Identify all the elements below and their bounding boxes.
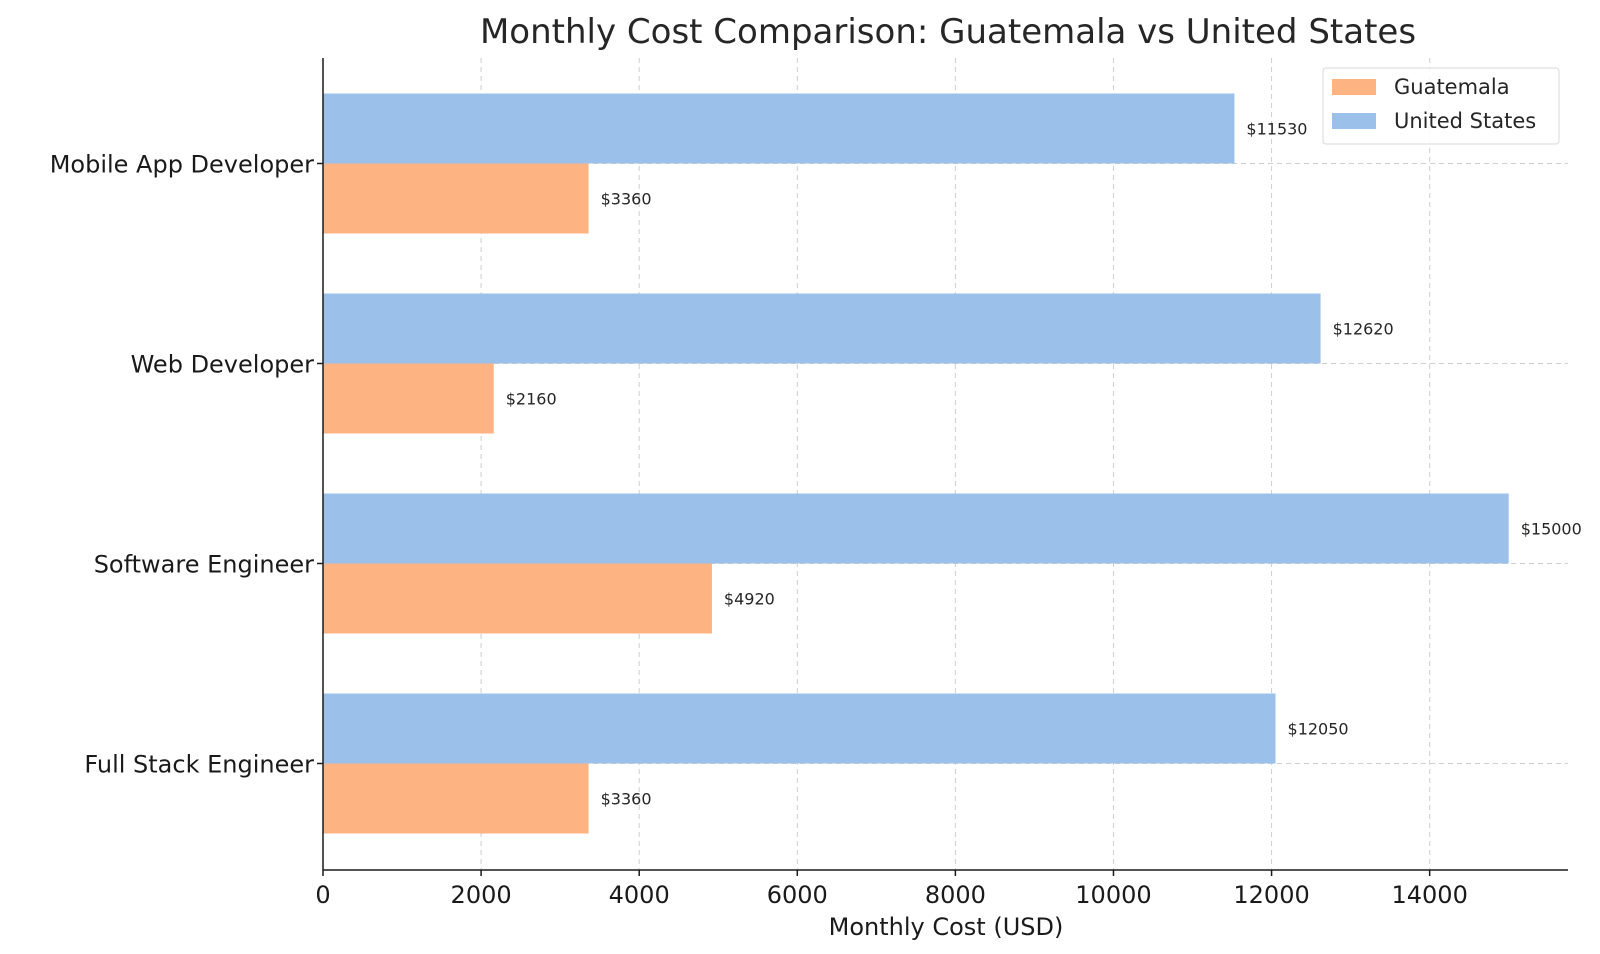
data-label-guatemala: $3360 xyxy=(601,190,652,209)
legend-label: Guatemala xyxy=(1394,75,1510,99)
category-label: Software Engineer xyxy=(94,551,314,579)
x-tick-label: 4000 xyxy=(609,881,670,909)
bar-guatemala xyxy=(323,563,712,634)
x-tick-label: 10000 xyxy=(1075,881,1151,909)
axes xyxy=(322,58,1568,871)
bar-guatemala xyxy=(323,763,589,834)
chart-title: Monthly Cost Comparison: Guatemala vs Un… xyxy=(480,12,1416,52)
data-label-guatemala: $2160 xyxy=(506,390,557,409)
bar-guatemala xyxy=(323,363,494,434)
bar-united-states xyxy=(323,93,1235,164)
legend-swatch xyxy=(1332,79,1376,95)
legend-label: United States xyxy=(1394,109,1536,133)
legend-box xyxy=(1322,67,1560,145)
x-tick-label: 8000 xyxy=(925,881,986,909)
data-label-guatemala: $4920 xyxy=(724,590,775,609)
data-label-united-states: $12620 xyxy=(1333,320,1394,339)
x-tick-label: 2000 xyxy=(451,881,512,909)
data-label-united-states: $15000 xyxy=(1521,520,1582,539)
x-tick-label: 12000 xyxy=(1233,881,1309,909)
bar-united-states xyxy=(323,493,1509,564)
data-label-united-states: $11530 xyxy=(1246,120,1307,139)
bar-united-states xyxy=(323,293,1321,364)
category-label: Full Stack Engineer xyxy=(84,751,314,779)
data-label-united-states: $12050 xyxy=(1288,720,1349,739)
bars xyxy=(323,93,1509,834)
x-ticks: 0 2000 4000 6000 8000 10000 12000 14000 xyxy=(315,870,1468,909)
x-tick-label: 6000 xyxy=(767,881,828,909)
data-label-guatemala: $3360 xyxy=(601,790,652,809)
legend: Guatemala United States xyxy=(1322,67,1560,145)
x-tick-label: 0 xyxy=(315,881,330,909)
bar-united-states xyxy=(323,693,1276,764)
category-labels: Mobile App Developer Web Developer Softwar… xyxy=(50,151,323,779)
legend-swatch xyxy=(1332,113,1376,129)
bar-guatemala xyxy=(323,163,589,234)
category-label: Mobile App Developer xyxy=(50,151,314,179)
x-tick-label: 14000 xyxy=(1391,881,1467,909)
data-labels: $11530 $3360 $12620 $2160 $15000 $4920 $12050 $… xyxy=(506,120,1582,809)
category-label: Web Developer xyxy=(131,351,315,379)
x-axis-label: Monthly Cost (USD) xyxy=(829,913,1064,941)
